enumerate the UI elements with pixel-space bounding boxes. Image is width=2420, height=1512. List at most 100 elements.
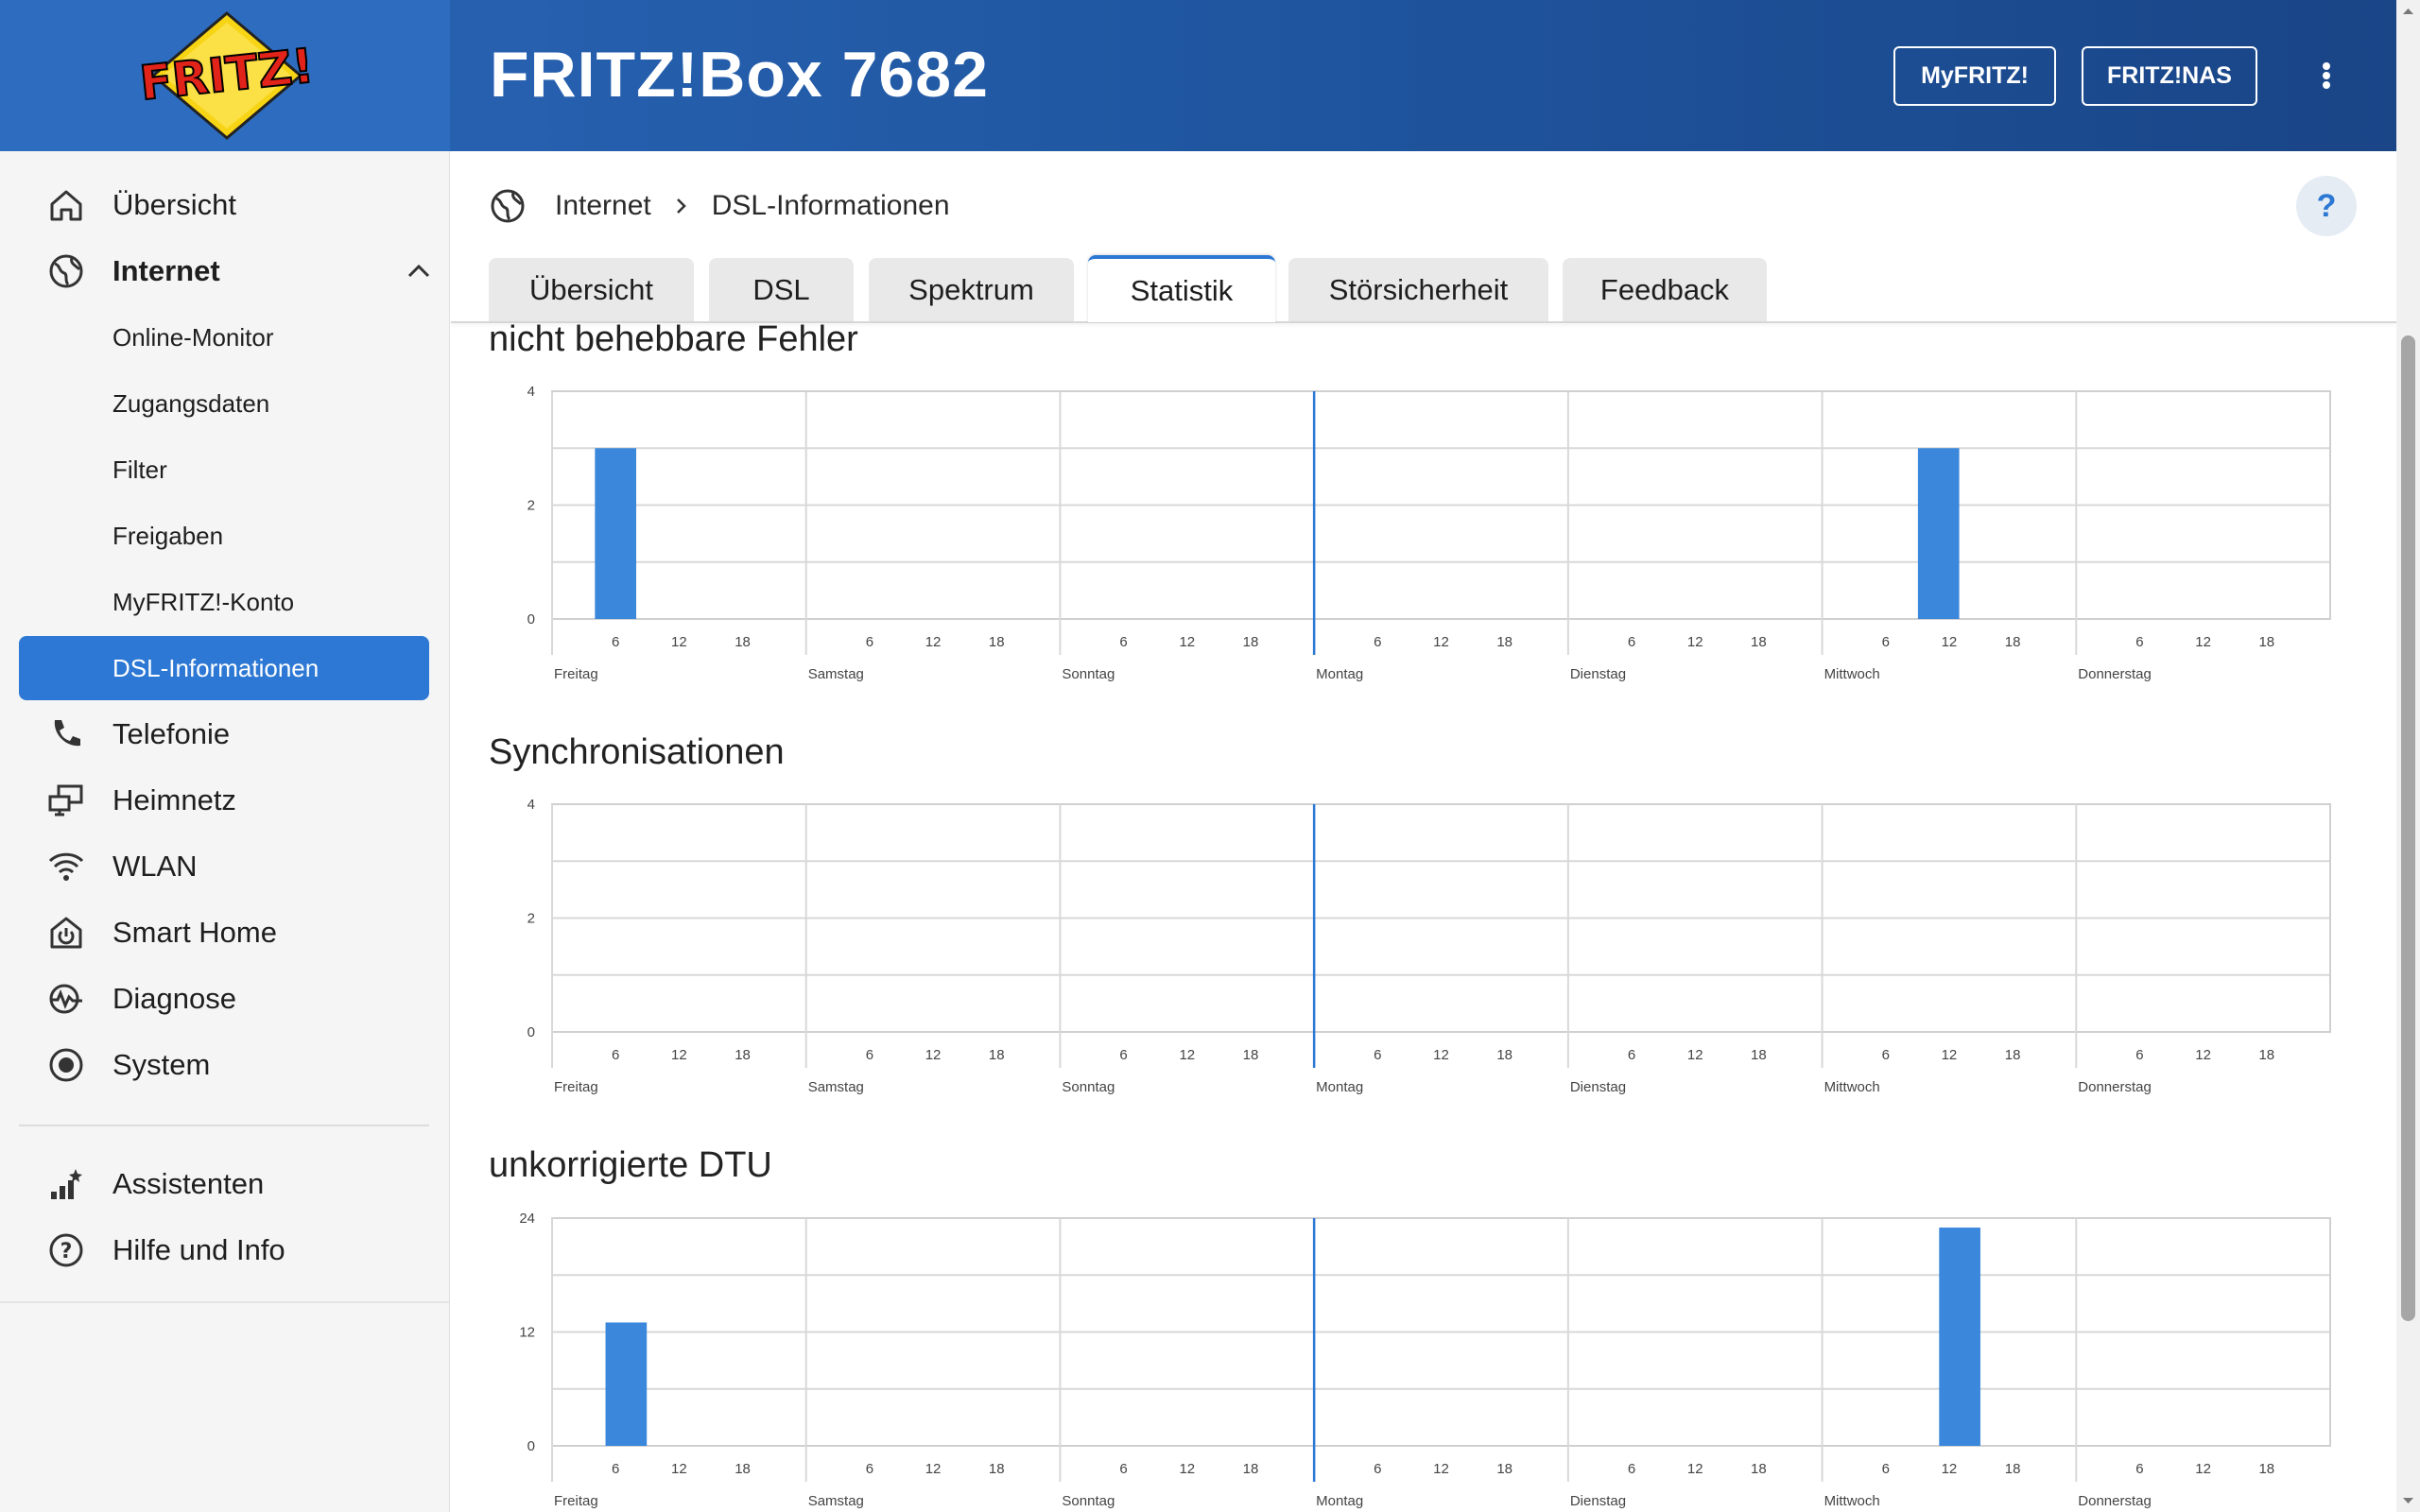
day-label: Dienstag [1570,666,1626,682]
sidebar-item-filter[interactable]: Filter [19,438,429,502]
chart-title-dtu: unkorrigierte DTU [489,1145,772,1185]
hour-tick-label: 6 [1119,634,1127,650]
hour-tick-label: 6 [866,634,873,650]
y-tick-label: 2 [527,911,535,927]
hour-tick-label: 6 [2135,1047,2143,1063]
hour-tick-label: 12 [1433,1047,1449,1063]
sidebar-item-label: Freigaben [112,521,224,550]
day-label: Montag [1316,666,1363,682]
sidebar-item-smart-home[interactable]: Smart Home [19,901,429,965]
sidebar-item-myfritz-konto[interactable]: MyFRITZ!-Konto [19,570,429,634]
sidebar-item-label: WLAN [112,850,198,883]
hour-tick-label: 6 [2135,634,2143,650]
sidebar-item-hilfe[interactable]: ? Hilfe und Info [19,1218,429,1282]
scrollbar-thumb[interactable] [2401,335,2415,1321]
sidebar-item-label: Filter [112,455,167,484]
hour-tick-label: 6 [2135,1461,2143,1477]
smart-home-icon [50,917,82,949]
fritznas-button[interactable]: FRITZ!NAS [2082,46,2257,106]
sidebar-item-system[interactable]: System [19,1033,429,1097]
sidebar-item-label: System [112,1048,211,1081]
tab-dsl[interactable]: DSL [709,258,854,322]
hour-tick-label: 18 [2258,1461,2274,1477]
hour-tick-label: 18 [2258,1047,2274,1063]
tab-uebersicht[interactable]: Übersicht [489,258,694,322]
hour-tick-label: 12 [2195,634,2211,650]
day-label: Montag [1316,1079,1363,1095]
hour-tick-label: 6 [1119,1461,1127,1477]
chart-bar [1917,448,1960,619]
hour-tick-label: 6 [1882,1461,1890,1477]
hour-tick-label: 12 [1179,634,1195,650]
hour-tick-label: 6 [866,1047,873,1063]
day-label: Donnerstag [2078,1493,2152,1509]
sidebar-item-label: Zugangsdaten [112,388,270,418]
hour-tick-label: 6 [1374,634,1381,650]
day-label: Sonntag [1062,1079,1115,1095]
vertical-scrollbar[interactable] [2396,0,2420,1512]
chart-nicht-behebbare-fehler: Freitag 6 12 18 Samstag 6 12 18 Sonntag 6 12 18 Mont… [489,383,2360,685]
breadcrumb-current: DSL-Informationen [711,190,950,221]
sidebar-item-freigaben[interactable]: Freigaben [19,504,429,568]
hour-tick-label: 18 [1243,1461,1259,1477]
myfritz-button[interactable]: MyFRITZ! [1893,46,2056,106]
sidebar-item-diagnose[interactable]: Diagnose [19,967,429,1031]
tab-feedback[interactable]: Feedback [1563,258,1767,322]
hour-tick-label: 12 [925,634,942,650]
sidebar-item-zugangsdaten[interactable]: Zugangsdaten [19,371,429,436]
hour-tick-label: 6 [1374,1047,1381,1063]
fritz-logo[interactable]: FRITZ! [132,9,321,142]
hour-tick-label: 12 [1687,1047,1703,1063]
hour-tick-label: 12 [1433,1461,1449,1477]
scroll-up-arrow-icon[interactable] [2396,0,2420,24]
chart-bar [1939,1228,1980,1446]
chart-bar [605,1322,648,1446]
day-label: Mittwoch [1824,1079,1880,1095]
chart-title-fehler: nicht behebbare Fehler [489,319,858,359]
hour-tick-label: 18 [1496,634,1512,650]
sidebar-item-wlan[interactable]: WLAN [19,834,429,899]
day-label: Samstag [808,1079,864,1095]
tab-bar-underline [451,321,2396,323]
sidebar-item-internet[interactable]: Internet [19,239,430,303]
hour-tick-label: 12 [2195,1047,2211,1063]
sidebar-item-telefonie[interactable]: Telefonie [19,702,429,766]
scroll-down-arrow-icon[interactable] [2396,1488,2420,1512]
y-tick-label: 4 [527,384,535,400]
chevron-up-icon[interactable] [402,254,436,288]
hour-tick-label: 18 [2005,1047,2021,1063]
y-tick-label: 24 [519,1211,535,1227]
kebab-menu-icon[interactable] [2312,55,2341,96]
breadcrumb-parent[interactable]: Internet [555,190,651,221]
y-tick-label: 12 [519,1325,535,1341]
day-label: Dienstag [1570,1079,1626,1095]
hour-tick-label: 18 [2005,1461,2021,1477]
help-button[interactable]: ? [2296,176,2357,236]
sidebar-item-heimnetz[interactable]: Heimnetz [19,768,429,833]
tab-statistik[interactable]: Statistik [1088,255,1275,322]
sidebar-item-online-monitor[interactable]: Online-Monitor [19,305,429,369]
sidebar-item-uebersicht[interactable]: Übersicht [19,173,429,237]
day-label: Donnerstag [2078,666,2152,682]
breadcrumb: Internet DSL-Informationen [489,180,950,232]
phone-icon [54,720,80,747]
hour-tick-label: 18 [735,634,751,650]
hour-tick-label: 12 [1942,1461,1958,1477]
chart-synchronisationen: Freitag 6 12 18 Samstag 6 12 18 Sonntag 6 12 18 Mont… [489,796,2360,1098]
globe-icon [49,254,83,288]
day-label: Freitag [554,666,598,682]
hour-tick-label: 18 [1751,634,1767,650]
hour-tick-label: 12 [1179,1461,1195,1477]
y-tick-label: 0 [527,1438,535,1454]
sidebar-item-dsl-informationen[interactable]: DSL-Informationen [19,636,429,700]
tab-spektrum[interactable]: Spektrum [869,258,1074,322]
hour-tick-label: 6 [1628,634,1635,650]
hour-tick-label: 6 [1882,1047,1890,1063]
tab-stoersicherheit[interactable]: Störsicherheit [1288,258,1548,322]
sidebar-item-label: Online-Monitor [112,322,274,352]
sidebar-item-assistenten[interactable]: Assistenten [19,1152,429,1216]
sidebar-item-label: Übersicht [112,188,236,221]
hour-tick-label: 18 [989,1047,1005,1063]
